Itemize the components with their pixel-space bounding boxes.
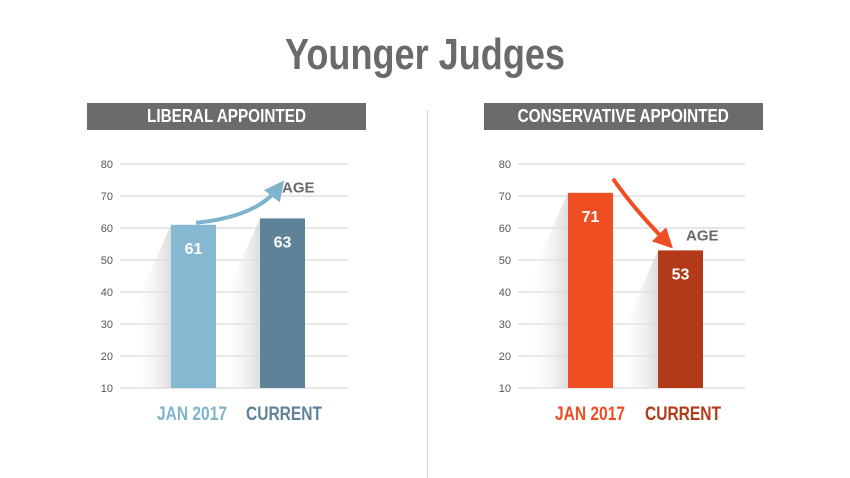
bar-shadow — [131, 224, 171, 388]
category-label: JAN 2017 — [555, 404, 625, 425]
y-tick-label: 60 — [101, 223, 113, 235]
y-tick-label: 40 — [101, 287, 113, 299]
bar-shadow — [220, 218, 260, 388]
y-tick-label: 80 — [101, 159, 113, 171]
y-tick-label: 30 — [499, 319, 511, 331]
y-tick-label: 40 — [499, 287, 511, 299]
y-tick-label: 30 — [101, 319, 113, 331]
y-tick-label: 10 — [101, 383, 113, 395]
trend-arrow — [195, 180, 285, 225]
bar — [260, 218, 305, 388]
bar — [568, 192, 613, 388]
liberal-header: LIBERAL APPOINTED — [87, 103, 366, 130]
page-title: Younger Judges — [284, 30, 565, 79]
y-tick-label: 70 — [499, 191, 511, 203]
conservative-header-label: CONSERVATIVE APPOINTED — [517, 106, 730, 126]
y-tick-label: 20 — [499, 351, 511, 363]
conservative-chart: 10 20 30 40 50 60 70 80 71 JAN 2017 53 CURRENT AGE — [499, 159, 745, 425]
y-tick-label: 80 — [499, 159, 511, 171]
bar-value-label: 61 — [185, 241, 203, 258]
bar — [171, 224, 216, 388]
bar-shadow — [528, 192, 568, 388]
bar-value-label: 53 — [672, 266, 690, 283]
y-tick-label: 70 — [101, 191, 113, 203]
y-tick-label: 50 — [101, 255, 113, 267]
category-label: CURRENT — [246, 404, 322, 425]
panel-divider — [427, 110, 428, 478]
y-tick-label: 50 — [499, 255, 511, 267]
liberal-chart: 10 20 30 40 50 60 70 80 61 JAN 2017 63 CURRENT AGE — [101, 159, 348, 425]
liberal-header-label: LIBERAL APPOINTED — [147, 106, 306, 126]
conservative-header: CONSERVATIVE APPOINTED — [484, 103, 763, 130]
bar-shadow — [618, 250, 658, 388]
y-tick-label: 60 — [499, 223, 511, 235]
bar-value-label: 71 — [582, 209, 600, 226]
category-label: JAN 2017 — [157, 404, 227, 425]
trend-arrow — [611, 177, 674, 249]
category-label: CURRENT — [645, 404, 721, 425]
bar-value-label: 63 — [274, 234, 292, 251]
y-tick-label: 20 — [101, 351, 113, 363]
bar — [658, 250, 703, 388]
y-tick-label: 10 — [499, 383, 511, 395]
age-annotation: AGE — [686, 227, 719, 244]
age-annotation: AGE — [282, 179, 315, 196]
